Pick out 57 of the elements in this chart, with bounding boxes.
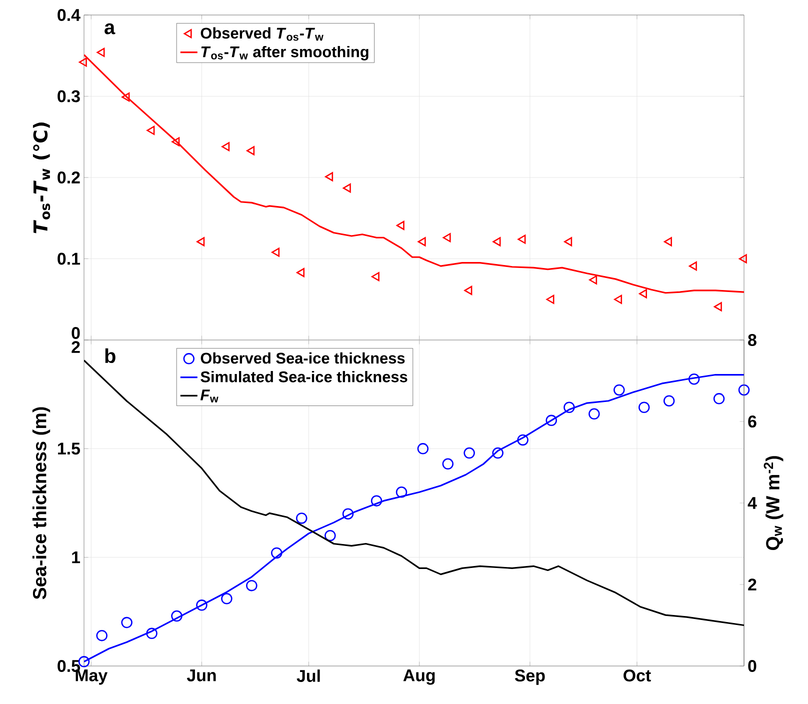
- point: [418, 237, 426, 246]
- point: [714, 302, 722, 312]
- x-tick-label: Oct: [624, 670, 651, 682]
- y-tick-label: 0.4: [58, 9, 80, 22]
- y2-tick-label: 4: [748, 497, 757, 509]
- legend-label: T$_{os}$-T$_{w}$ after smoothing: [201, 46, 368, 60]
- y2-tick-label: 8: [748, 334, 756, 346]
- x-tick-label: Aug: [403, 670, 435, 685]
- y2-tick-label: 2: [748, 578, 756, 590]
- y2-tick-label: 0: [748, 660, 756, 672]
- point: [96, 48, 105, 57]
- point: [688, 262, 697, 271]
- point: [546, 294, 554, 304]
- point: [442, 233, 451, 242]
- point: [664, 237, 672, 246]
- legend-label: Observed T$_{os}$-T$_{w}$: [200, 27, 324, 41]
- point: [325, 172, 334, 182]
- point: [272, 248, 280, 257]
- point: [172, 137, 180, 146]
- point: [492, 237, 501, 246]
- point: [371, 272, 380, 282]
- point: [638, 289, 648, 298]
- point: [146, 126, 155, 135]
- y-tick-label: 2: [72, 341, 80, 353]
- x-tick-label: Jul: [296, 670, 320, 682]
- y-tick-label: 0.2: [58, 172, 80, 184]
- annotation: a: [104, 23, 116, 34]
- point: [564, 237, 572, 246]
- point: [342, 184, 351, 193]
- point: [78, 58, 87, 67]
- point: [589, 275, 598, 284]
- y-tick-label: 1: [72, 552, 80, 564]
- x-tick-label: Jun: [186, 670, 216, 682]
- point: [518, 234, 526, 244]
- point: [614, 294, 622, 304]
- y-tick-label: 0: [72, 327, 80, 339]
- y-tick-label: 0.3: [58, 90, 80, 102]
- y2-tick-label: 6: [748, 416, 756, 428]
- point: [464, 286, 472, 295]
- point: [196, 237, 205, 246]
- point: [222, 142, 230, 152]
- point: [246, 146, 255, 156]
- y-tick-label: 0.1: [58, 252, 80, 265]
- point: [396, 220, 404, 230]
- legend-label: Observed Sea-ice thickness: [200, 352, 405, 364]
- y-axis-title: T$_{os}$-T$_{w}$ (℃): [32, 122, 50, 234]
- point: [122, 92, 130, 102]
- x-tick-label: May: [76, 670, 108, 685]
- point: [296, 268, 305, 278]
- annotation: b: [105, 348, 116, 364]
- legend-label: Simulated Sea-ice thickness: [200, 371, 408, 382]
- y2-axis-title: Q$_{w}$ (W m$^{-2}$): [764, 456, 784, 550]
- x-tick-label: Sep: [514, 670, 545, 685]
- point: [738, 254, 747, 264]
- y-axis-title: Sea-ice thickness (m): [32, 407, 50, 600]
- legend-label: F$_{w}$: [200, 390, 218, 402]
- y-tick-label: 1.5: [58, 442, 80, 455]
